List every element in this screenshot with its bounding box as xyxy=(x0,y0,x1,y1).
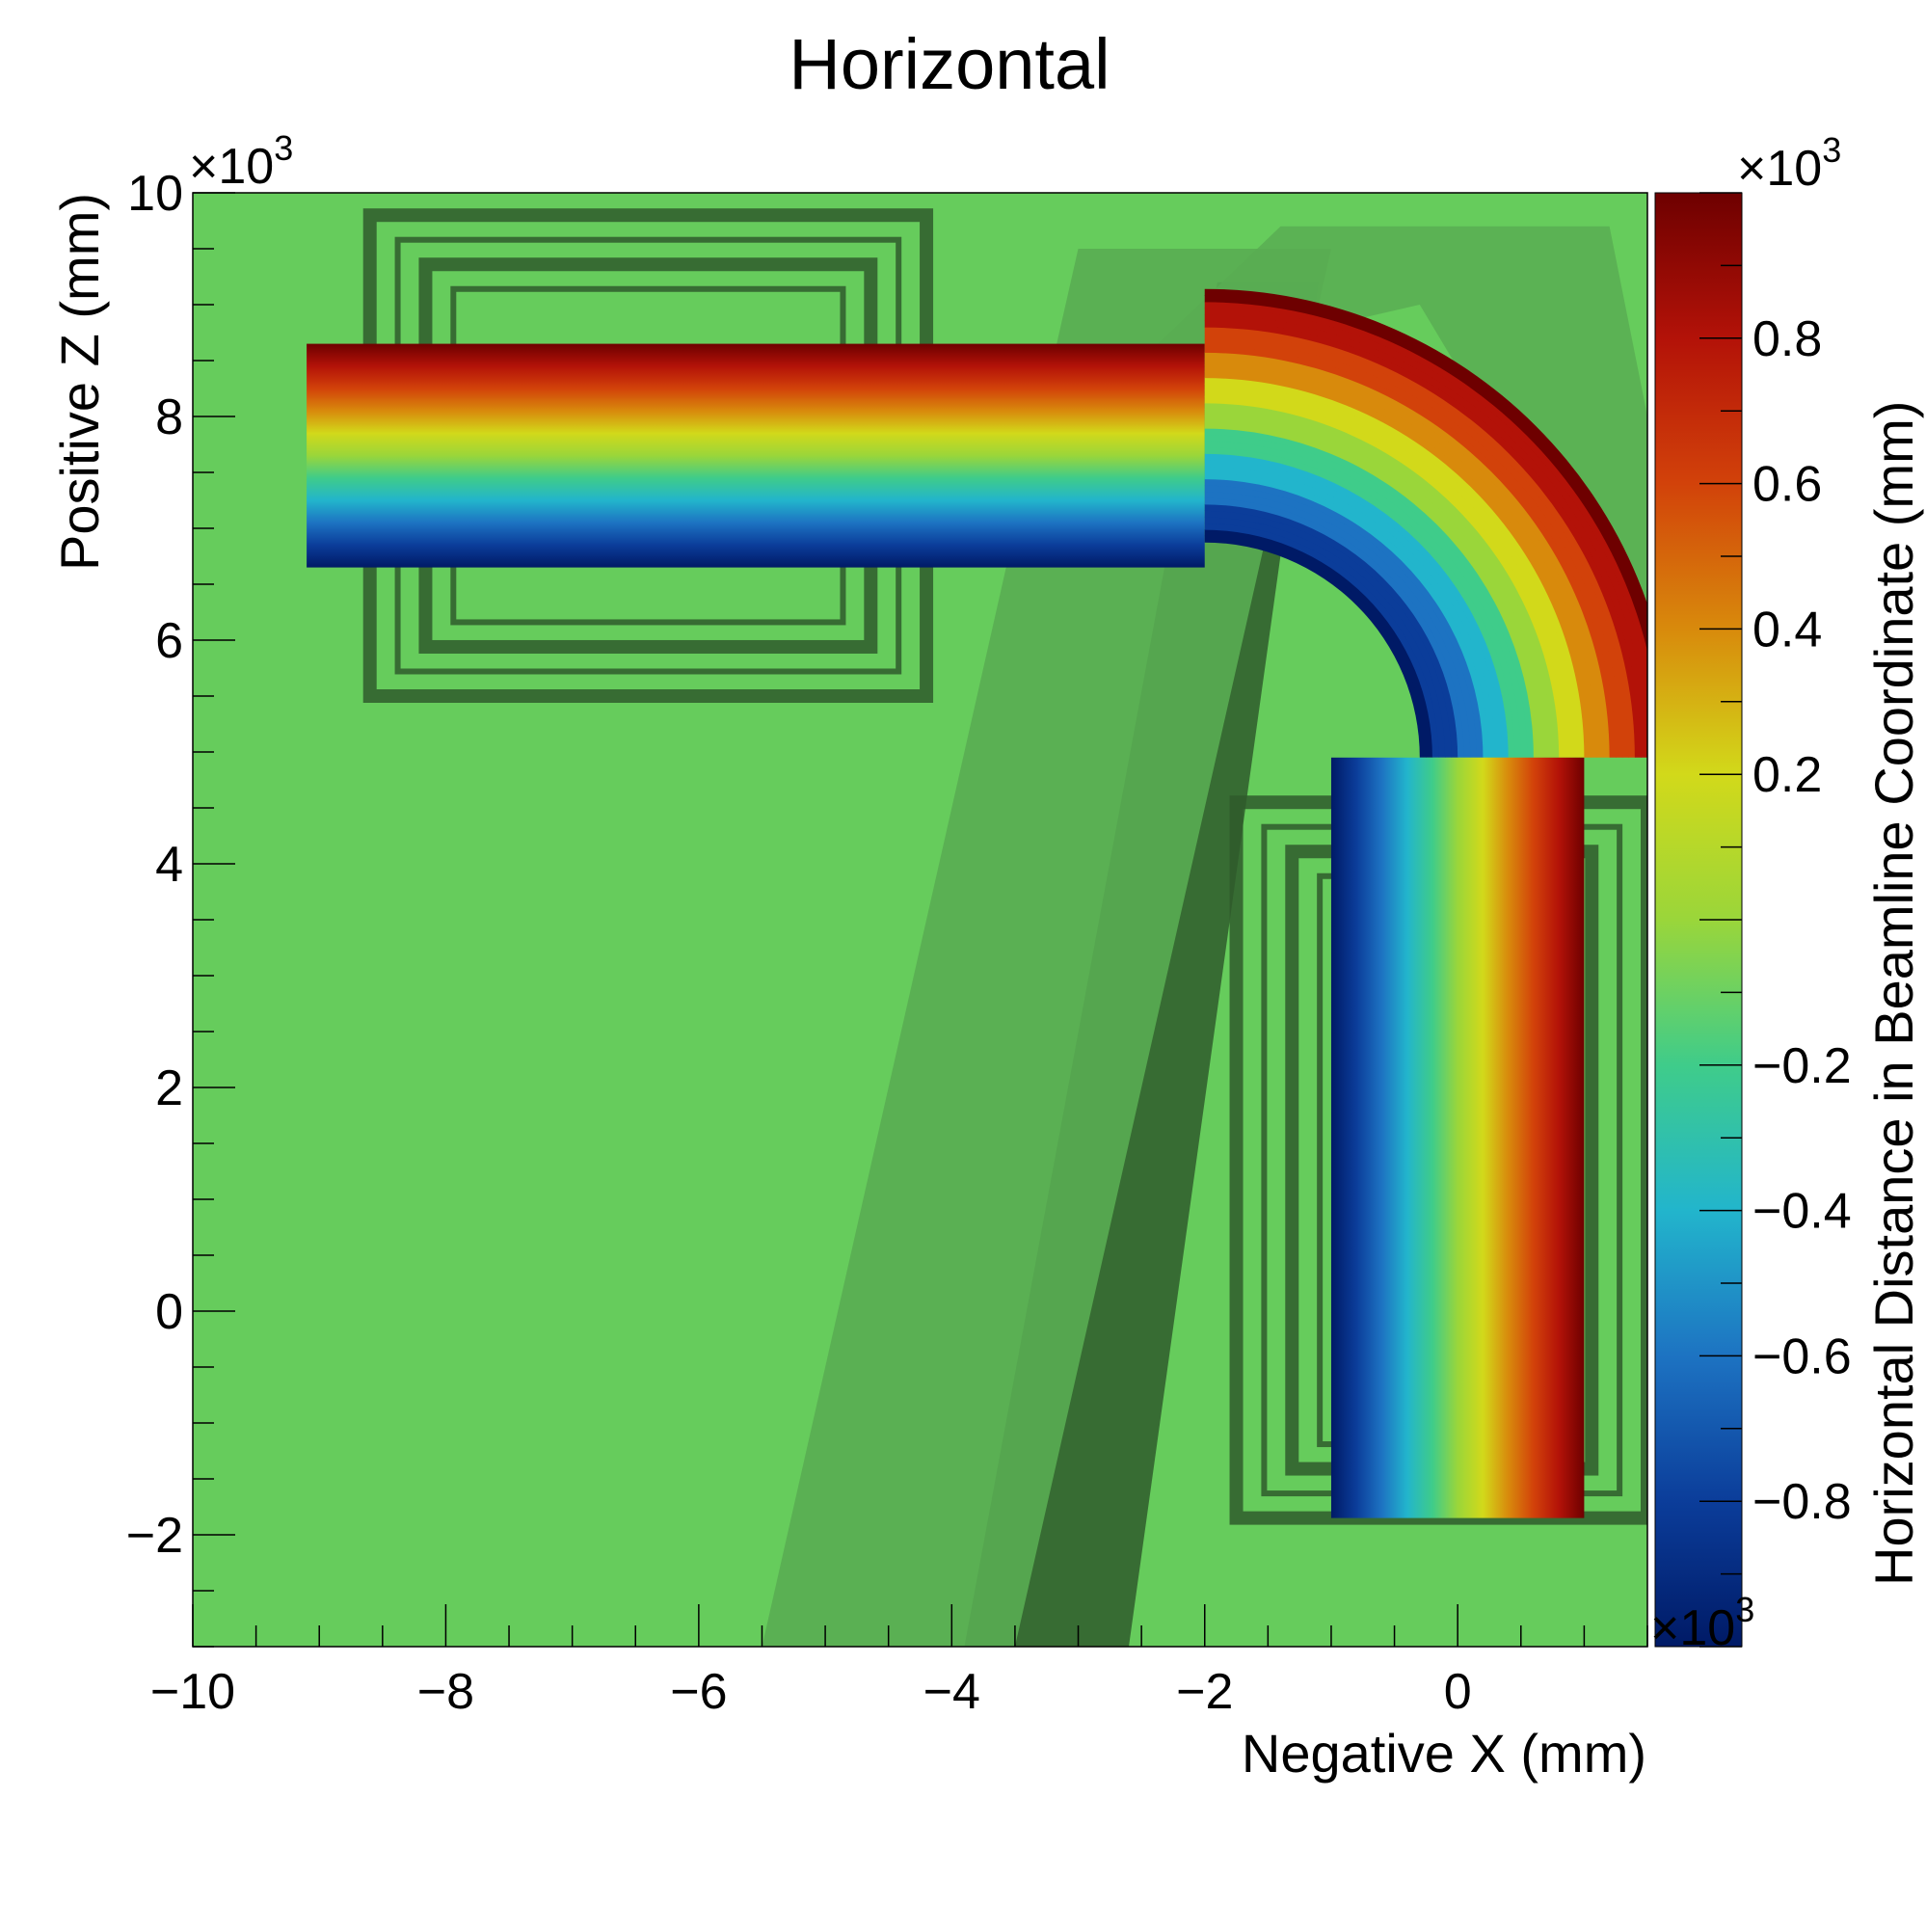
y-tick-label: 4 xyxy=(155,837,183,893)
z-multiplier-top: ×103 xyxy=(1737,130,1841,197)
z-tick-label: −0.2 xyxy=(1752,1038,1852,1094)
y-tick-label: 2 xyxy=(155,1060,183,1116)
beam-straight-lower xyxy=(1330,757,1585,1518)
chart-title: Horizontal xyxy=(789,24,1110,104)
z-tick-label: −0.4 xyxy=(1752,1184,1852,1240)
x-tick-label: −2 xyxy=(1176,1664,1233,1720)
y-tick-label: 8 xyxy=(155,389,183,445)
color-palette: 0.8 0.6 0.4 0.2 −0.2 −0.4 −0.6 −0.8 ×103 ×103 H… xyxy=(1650,130,1924,1656)
x-axis-label: Negative X (mm) xyxy=(1242,1723,1646,1784)
y-tick-label: 0 xyxy=(155,1284,183,1340)
x-tick-label: −8 xyxy=(417,1664,474,1720)
z-multiplier-bottom: ×103 xyxy=(1650,1590,1754,1656)
x-tick-label: −6 xyxy=(670,1664,727,1720)
z-axis: 0.8 0.6 0.4 0.2 −0.2 −0.4 −0.6 −0.8 xyxy=(1699,192,1852,1648)
x-axis: −10 −8 −6 −4 −2 0 xyxy=(150,1604,1648,1720)
z-tick-label: 0.4 xyxy=(1752,602,1822,657)
z-tick-label: −0.8 xyxy=(1752,1474,1852,1530)
z-tick-label: 0.8 xyxy=(1752,311,1822,367)
y-multiplier: ×103 xyxy=(189,128,293,195)
z-tick-label: −0.6 xyxy=(1752,1328,1852,1384)
y-tick-label: 6 xyxy=(155,613,183,669)
beam-bend-ring xyxy=(1204,288,1647,628)
y-tick-label: −2 xyxy=(126,1508,183,1564)
x-tick-label: 0 xyxy=(1444,1664,1472,1720)
beamline xyxy=(307,288,1647,1518)
beam-straight-upper xyxy=(307,343,1205,568)
z-axis-label: Horizontal Distance in Beamline Coordina… xyxy=(1863,401,1924,1586)
y-axis-label: Positive Z (mm) xyxy=(49,193,110,571)
x-tick-label: −4 xyxy=(923,1664,980,1720)
y-axis: −2 0 2 4 6 8 10 xyxy=(126,166,235,1648)
x-tick-label: −10 xyxy=(150,1664,235,1720)
plot-area xyxy=(193,193,1647,1647)
shield-halo xyxy=(762,249,1331,1647)
z-tick-label: 0.6 xyxy=(1752,457,1822,513)
y-tick-label: 10 xyxy=(127,166,183,222)
z-tick-label: 0.2 xyxy=(1752,747,1822,803)
